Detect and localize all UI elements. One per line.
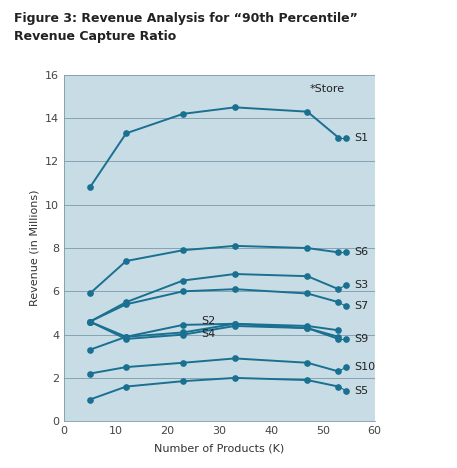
Text: Revenue Capture Ratio: Revenue Capture Ratio <box>14 30 176 44</box>
Text: S7: S7 <box>354 301 368 312</box>
Text: S1: S1 <box>354 132 368 143</box>
Text: S5: S5 <box>354 386 368 396</box>
Text: S10: S10 <box>354 362 375 372</box>
Text: S6: S6 <box>354 248 368 257</box>
Text: *Store: *Store <box>310 84 345 94</box>
Y-axis label: Revenue (in Millions): Revenue (in Millions) <box>29 190 39 306</box>
Text: S2: S2 <box>201 316 216 326</box>
Text: Figure 3: Revenue Analysis for “90th Percentile”: Figure 3: Revenue Analysis for “90th Per… <box>14 12 357 25</box>
Text: S3: S3 <box>354 280 368 290</box>
Text: S9: S9 <box>354 334 368 344</box>
X-axis label: Number of Products (K): Number of Products (K) <box>154 443 285 453</box>
Text: S4: S4 <box>201 329 216 338</box>
